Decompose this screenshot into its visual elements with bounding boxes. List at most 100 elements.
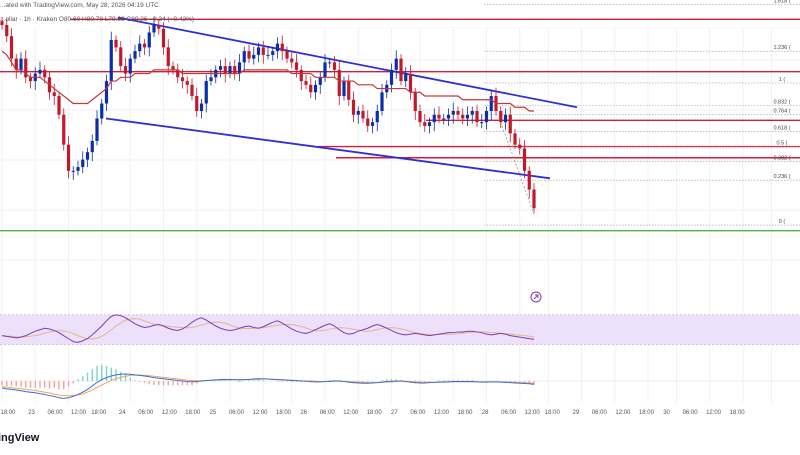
- fib-label: 0.832 (: [773, 99, 790, 105]
- candle-body: [223, 66, 227, 74]
- x-tick-label: 06:00: [410, 410, 426, 416]
- candle-body: [313, 84, 318, 93]
- candle-body: [475, 110, 479, 123]
- candle-body: [237, 62, 242, 74]
- x-tick-label: 12:00: [525, 410, 541, 416]
- fib-label: 0.5 (: [776, 141, 787, 147]
- x-tick-label: 18:00: [639, 410, 655, 416]
- x-tick-label: 06:00: [592, 410, 608, 416]
- chart-published-info: ...ated with TradingView.com, May 28, 20…: [0, 2, 159, 9]
- rsi-ma-line: [1, 318, 535, 340]
- x-tick-label: 12:00: [162, 410, 178, 416]
- candle-body: [62, 114, 66, 145]
- candle-body: [408, 73, 413, 93]
- candle-body: [218, 66, 223, 70]
- candle-body: [332, 62, 337, 70]
- x-tick-label: 06:00: [683, 410, 699, 416]
- macd-line: [1, 373, 535, 399]
- x-axis-ticks: 18:00 23 06:00 12:00 18:00 24 06:00 12:00 18:00 2…: [0, 410, 745, 416]
- channel-lower-line: [105, 117, 551, 180]
- fib-label: 0.618 (: [773, 126, 790, 132]
- candle-body: [171, 66, 175, 70]
- x-tick-label: 12:00: [706, 410, 722, 416]
- candle-body: [456, 110, 460, 115]
- candle-body: [399, 58, 403, 82]
- candle-body: [432, 114, 436, 123]
- fib-label: 0.382 (: [773, 155, 790, 161]
- fib-label: 0 (: [779, 219, 786, 225]
- x-tick-label: 18:00: [91, 410, 107, 416]
- candle-body: [446, 114, 451, 119]
- candle-body: [43, 69, 47, 78]
- candle-body: [19, 58, 23, 70]
- macd-panel: [0, 365, 800, 399]
- candle-body: [24, 58, 28, 78]
- candle-body: [427, 122, 432, 126]
- tradingview-logo: ingView: [0, 432, 40, 444]
- fib-label: 0.764 (: [773, 109, 790, 115]
- candle-body: [66, 144, 71, 171]
- candle-body: [299, 69, 303, 82]
- candle-body: [100, 103, 104, 119]
- candle-body: [57, 96, 61, 115]
- candle-body: [418, 110, 422, 123]
- candle-body: [499, 110, 503, 123]
- alert-marker-icon[interactable]: [530, 291, 542, 303]
- candle-body: [209, 77, 213, 82]
- candle-body: [28, 77, 33, 82]
- candle-body: [161, 28, 166, 48]
- candle-body: [389, 69, 394, 85]
- candle-body: [503, 114, 508, 123]
- candle-body: [133, 51, 137, 59]
- candle-body: [375, 110, 379, 123]
- candle-body: [356, 110, 360, 115]
- candle-body: [5, 24, 9, 37]
- candle-body: [157, 24, 161, 29]
- candle-body: [138, 43, 142, 52]
- candle-body: [404, 73, 408, 82]
- candle-body: [442, 118, 446, 120]
- candle-body: [85, 152, 90, 160]
- candle-body: [123, 66, 128, 74]
- descending-channel: [105, 16, 578, 180]
- x-tick-label: 18:00: [185, 410, 201, 416]
- x-tick-label: 12:00: [434, 410, 450, 416]
- candle-body: [252, 54, 256, 59]
- candle-body: [128, 58, 132, 74]
- candle-body: [52, 92, 56, 97]
- candle-body: [290, 58, 294, 63]
- candle-body: [247, 51, 251, 59]
- candle-body: [318, 77, 322, 85]
- candle-body: [294, 62, 299, 70]
- candle-body: [166, 47, 170, 67]
- x-tick-label: 18:00: [457, 410, 473, 416]
- candlesticks: [0, 16, 536, 213]
- x-tick-label: 12:00: [252, 410, 268, 416]
- candle-body: [470, 110, 474, 115]
- x-tick-label: 18:00: [730, 410, 746, 416]
- sma-line: [1, 50, 534, 112]
- x-tick-label: 18:00: [0, 410, 16, 416]
- candle-body: [38, 69, 42, 74]
- candle-body: [328, 62, 332, 64]
- fib-label: 1.618 (: [773, 0, 790, 4]
- candle-body: [152, 24, 156, 33]
- x-tick-label: 12:00: [615, 410, 631, 416]
- candle-body: [9, 36, 14, 59]
- candle-body: [190, 84, 194, 97]
- x-tick-label: 29: [572, 410, 579, 416]
- fib-label: 1 (: [779, 77, 786, 83]
- candle-body: [280, 43, 284, 52]
- candle-body: [81, 159, 85, 168]
- candle-body: [451, 110, 455, 115]
- candle-body: [461, 114, 465, 119]
- candle-body: [261, 47, 265, 55]
- fib-label: 1.236 (: [773, 45, 790, 51]
- x-tick-label: 27: [391, 410, 398, 416]
- candle-body: [242, 51, 246, 63]
- candle-body: [366, 118, 370, 126]
- x-tick-label: 18:00: [545, 410, 561, 416]
- candle-body: [394, 58, 398, 70]
- candle-body: [532, 189, 536, 209]
- x-tick-label: 12:00: [343, 410, 359, 416]
